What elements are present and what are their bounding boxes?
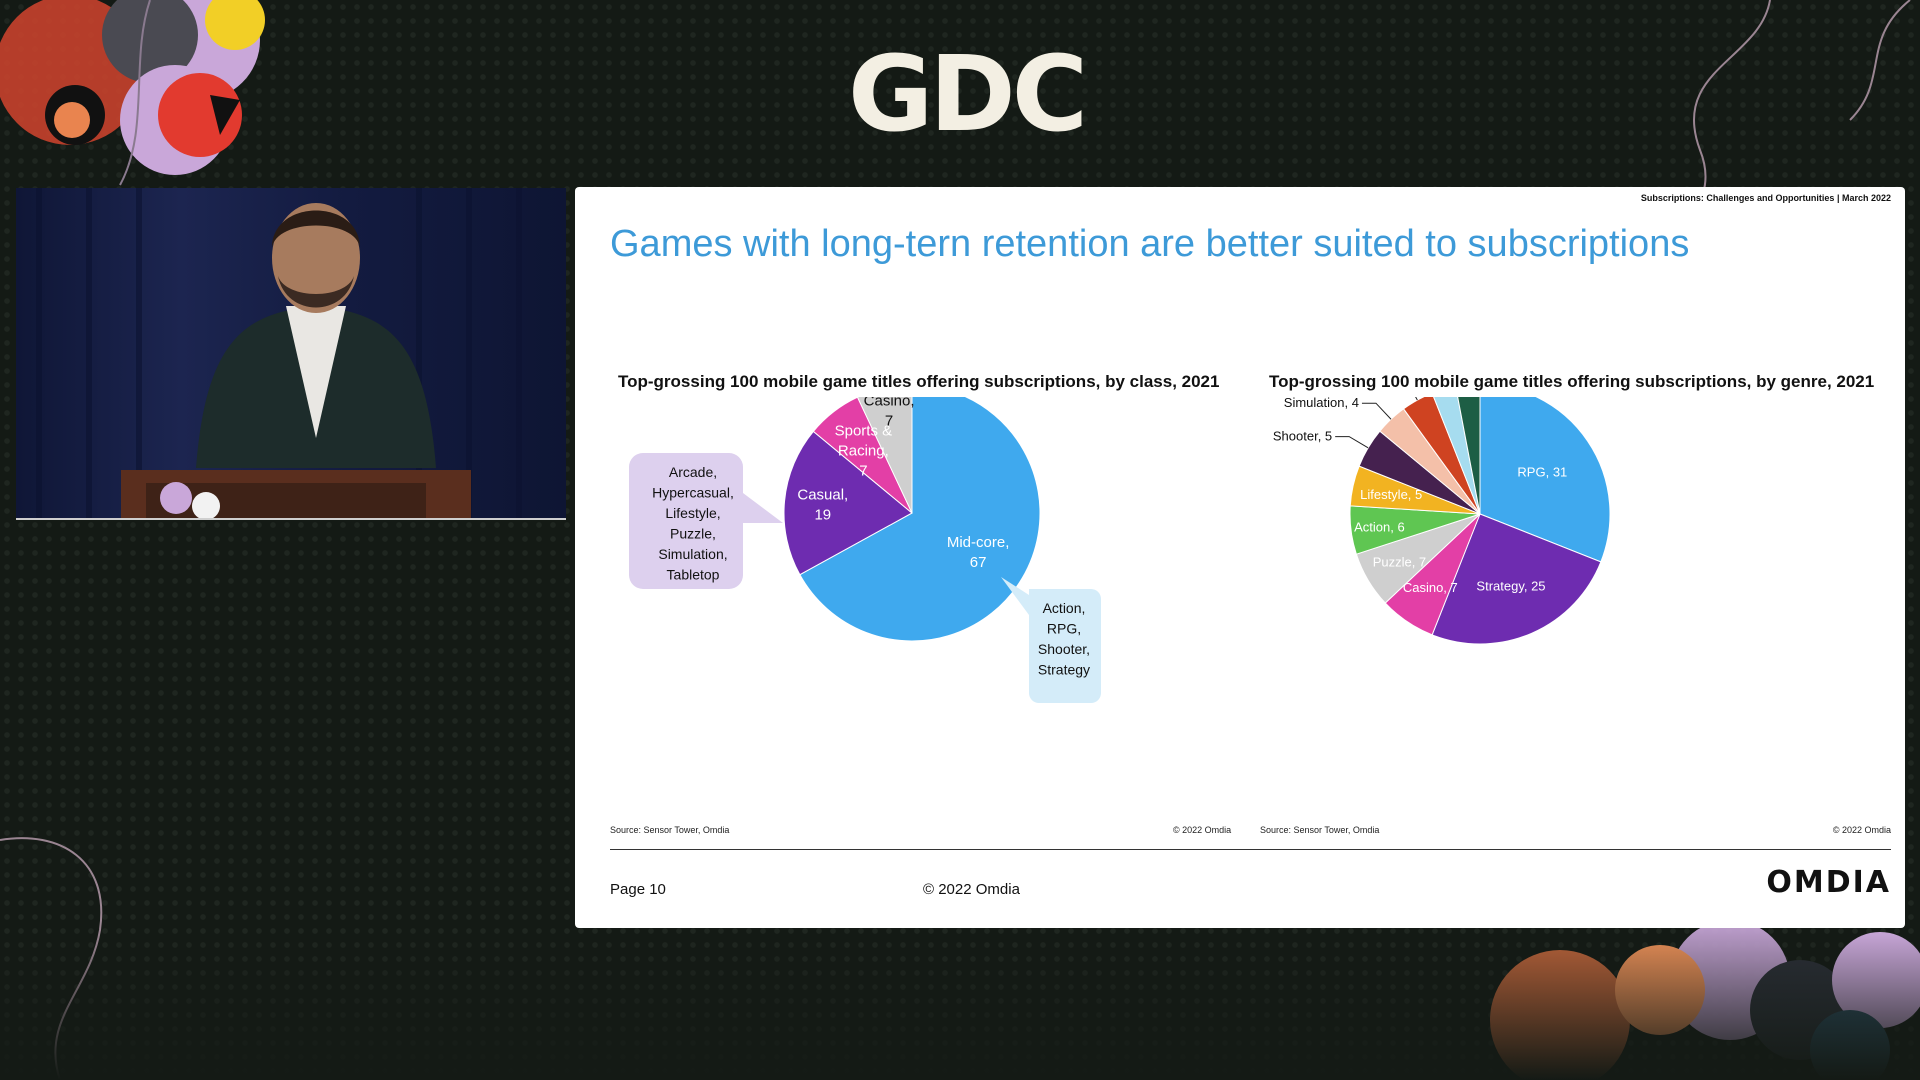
genre-slice-racing (1433, 397, 1481, 515)
genre-label-puzzle: Puzzle, 7 (1373, 555, 1426, 570)
callout-casual-genres: Arcade, Hypercasual, Lifestyle, Puzzle, Simu… (629, 453, 783, 589)
class-label-sports-racing: Sports & Racing, 7 (835, 422, 893, 479)
class-label-casual: Casual, 19 (797, 487, 848, 524)
class-label-casino: Casino, 7 (864, 397, 915, 430)
chart-copyright-class: © 2022 Omdia (1173, 825, 1232, 835)
footer-copyright: © 2022 Omdia (923, 881, 1020, 898)
gdc-logo: GDC (848, 33, 1088, 155)
callout-midcore-text: Action, RPG, Shooter, Strategy (1038, 600, 1090, 678)
genre-label-strategy: Strategy, 25 (1476, 579, 1545, 594)
pie-chart-by-genre: RPG, 31 Strategy, 25 Casino, 7 Puzzle, 7 Act… (1273, 397, 1611, 645)
class-label-mid-core: Mid-core, 67 (947, 534, 1010, 571)
class-slice-casual (783, 430, 913, 576)
genre-label-casino: Casino, 7 (1403, 580, 1458, 595)
genre-slice-tabletop (1457, 397, 1481, 515)
presentation-slide: Subscriptions: Challenges and Opportunit… (575, 187, 1905, 928)
genre-label-lifestyle: Lifestyle, 5 (1360, 487, 1422, 502)
omdia-logo: OMDIA (1766, 865, 1891, 900)
chart-title-class: Top-grossing 100 mobile game titles offe… (618, 372, 1220, 391)
genre-leader-shooter (1335, 436, 1369, 449)
genre-slice-rpg (1479, 397, 1611, 563)
decorative-shapes-top-left (0, 0, 265, 186)
class-slice-casino (856, 397, 913, 514)
speaker-figure (16, 188, 566, 520)
slide-header-reference: Subscriptions: Challenges and Opportunit… (1640, 193, 1891, 203)
footer-divider (610, 849, 1891, 850)
callout-midcore-genres: Action, RPG, Shooter, Strategy (1001, 577, 1101, 703)
bottom-fade (0, 930, 1920, 1080)
chart-copyright-genre: © 2022 Omdia (1832, 825, 1891, 835)
chart-title-genre: Top-grossing 100 mobile game titles offe… (1269, 372, 1875, 391)
chart-source-class: Source: Sensor Tower, Omdia (610, 825, 730, 835)
genre-label-simulation: Simulation, 4 (1284, 397, 1359, 410)
genre-label-action: Action, 6 (1354, 520, 1405, 535)
speaker-video (16, 188, 566, 520)
genre-leader-simulation (1361, 402, 1392, 420)
slide-title: Games with long-tern retention are bette… (610, 223, 1690, 265)
genre-leader-sports (1415, 397, 1418, 401)
callout-casual-text: Arcade, Hypercasual, Lifestyle, Puzzle, Simu… (652, 464, 734, 583)
chart-source-genre: Source: Sensor Tower, Omdia (1260, 825, 1380, 835)
page-number: Page 10 (610, 881, 666, 898)
class-slice-mid-core (799, 397, 1041, 642)
genre-slice-sports (1402, 397, 1481, 515)
pie-chart-by-class: Mid-core, 67 Casual, 19 Sports & Racing, 7Casi… (629, 397, 1101, 703)
genre-label-shooter: Shooter, 5 (1273, 429, 1332, 444)
genre-slice-strategy (1431, 513, 1602, 645)
genre-label-rpg: RPG, 31 (1517, 465, 1567, 480)
